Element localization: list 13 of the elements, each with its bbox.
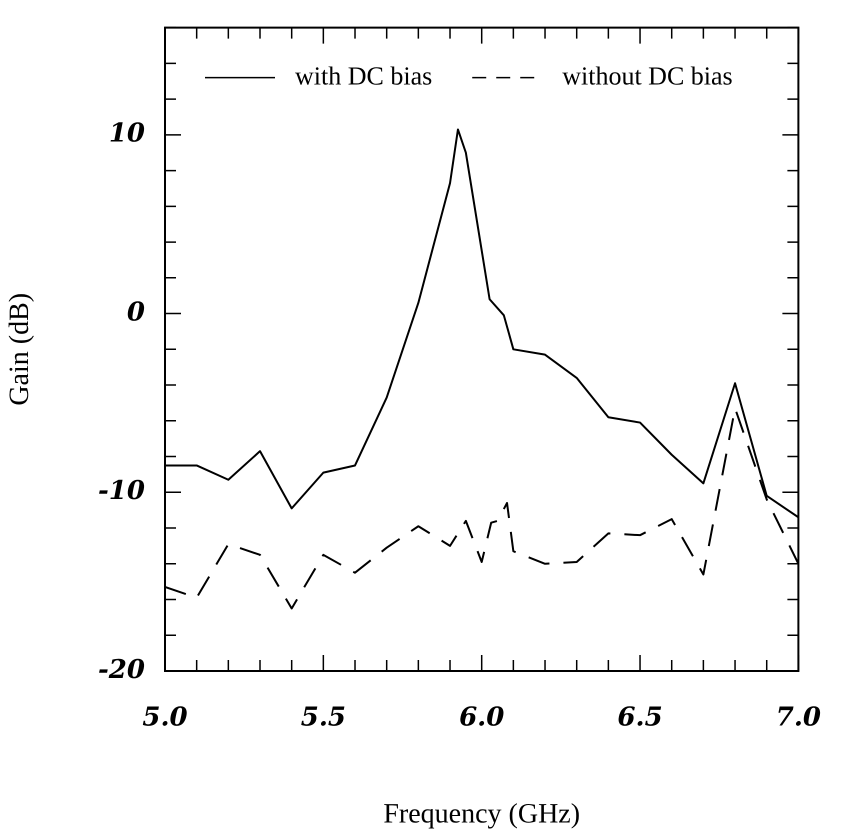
y-tick-label: 0: [126, 297, 145, 328]
y-axis-title: Gain (dB): [4, 292, 36, 406]
x-tick-label: 5.5: [300, 702, 346, 732]
x-tick-label: 6.5: [617, 702, 663, 732]
x-tick-label: 6.0: [459, 702, 504, 732]
x-tick-label: 7.0: [776, 702, 821, 732]
y-tick-label: -20: [98, 654, 145, 685]
legend-label: without DC bias: [562, 61, 733, 90]
y-tick-label: 10: [108, 118, 145, 149]
x-axis-title: Frequency (GHz): [383, 798, 580, 830]
x-tick-label: 5.0: [142, 702, 188, 732]
y-tick-label: -10: [98, 476, 145, 506]
legend-label: with DC bias: [295, 61, 432, 90]
